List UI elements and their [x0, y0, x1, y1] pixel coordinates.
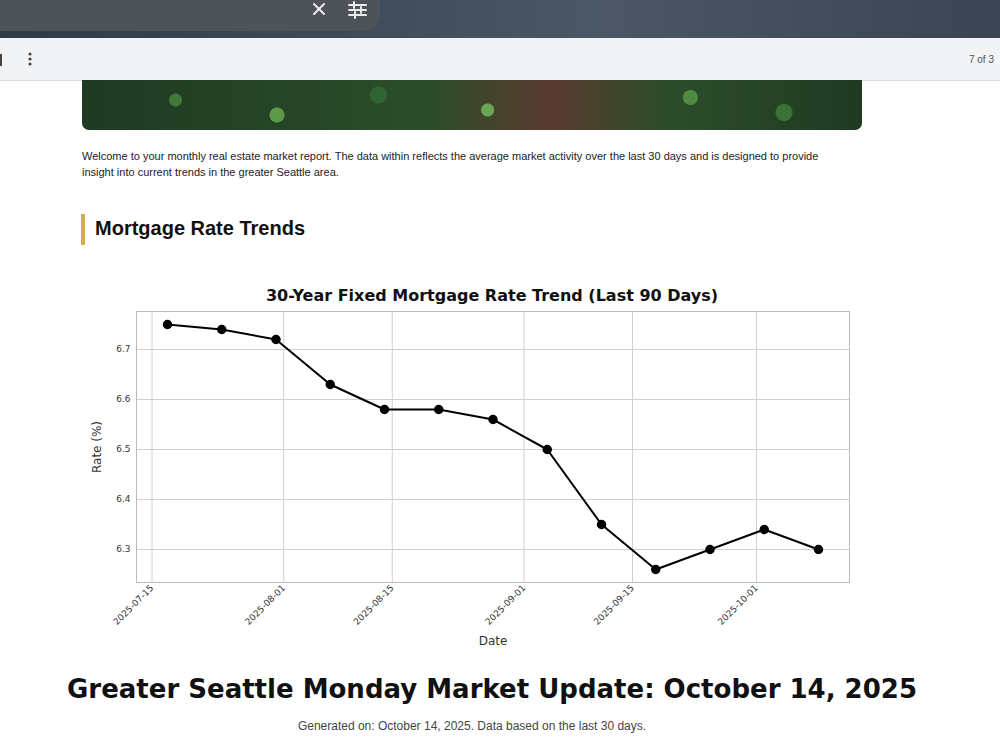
svg-text:2025-08-01: 2025-08-01: [243, 583, 287, 627]
svg-text:6.6: 6.6: [116, 394, 131, 404]
svg-text:6.7: 6.7: [116, 344, 130, 354]
html-text:Greater Seattle Monday Market: Greater Seattle Monday Market Update: Oc…: [67, 674, 917, 704]
svg-text:6.4: 6.4: [116, 494, 131, 504]
svg-text:2025-07-15: 2025-07-15: [111, 583, 155, 627]
html-text:7 of 3: 7 of 3: [969, 54, 994, 65]
html-text:Welcome to your monthly real e: Welcome to your monthly real estate mark…: [82, 150, 819, 178]
html-text:Generated on: October 14, 2025: Generated on: October 14, 2025. Data bas…: [297, 719, 647, 733]
svg-text:Rate (%): Rate (%): [90, 421, 104, 473]
svg-text:2025-09-01: 2025-09-01: [483, 583, 527, 627]
svg-text:2025-10-01: 2025-10-01: [716, 583, 760, 627]
svg-text:6.3: 6.3: [116, 544, 130, 554]
svg-text:6.5: 6.5: [116, 444, 130, 454]
svg-text:2025-09-15: 2025-09-15: [592, 583, 636, 627]
svg-text:2025-08-15: 2025-08-15: [352, 583, 396, 627]
svg-text:Date: Date: [479, 634, 508, 648]
html-text:30-Year Fixed Mortgage Rate Tr: 30-Year Fixed Mortgage Rate Trend (Last …: [265, 286, 719, 305]
html-text:Mortgage Rate Trends: Mortgage Rate Trends: [95, 217, 305, 239]
